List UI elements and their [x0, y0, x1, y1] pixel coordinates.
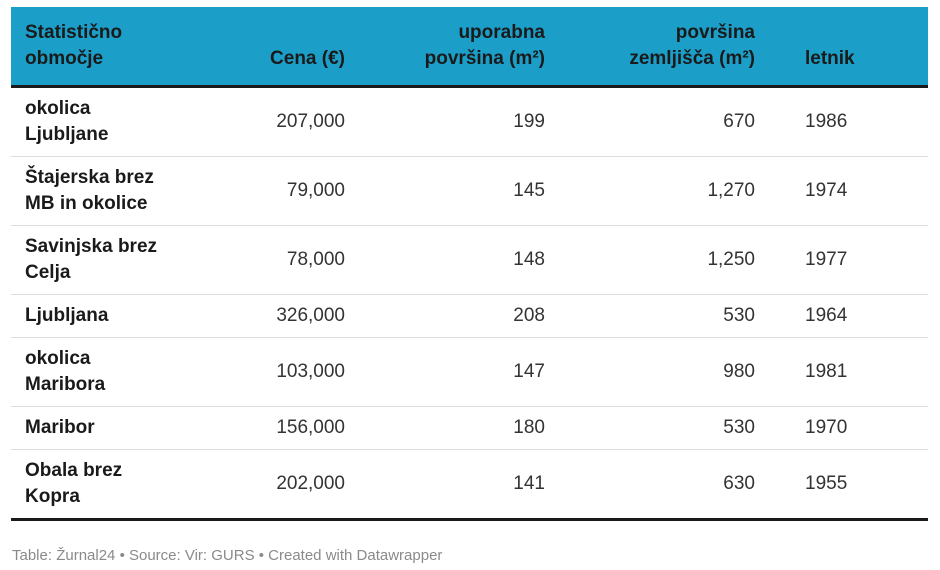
header-row: Statistično območje Cena (€) uporabna po… [11, 7, 928, 88]
table-header: Statistično območje Cena (€) uporabna po… [11, 7, 928, 88]
region-cell: Štajerska brez MB in okolice [11, 156, 171, 226]
table-row: okolica Maribora 103,000 147 980 1981 [11, 337, 928, 407]
year-cell: 1964 [755, 294, 928, 338]
land-area-cell: 630 [545, 449, 755, 521]
land-area-cell: 1,250 [545, 225, 755, 295]
usable-area-cell: 141 [345, 449, 545, 521]
region-cell: okolica Maribora [11, 337, 171, 407]
table-row: Maribor 156,000 180 530 1970 [11, 406, 928, 450]
usable-area-cell: 199 [345, 86, 545, 157]
real-estate-table: Statistično območje Cena (€) uporabna po… [11, 7, 928, 521]
price-cell: 326,000 [171, 294, 345, 338]
usable-area-cell: 147 [345, 337, 545, 407]
usable-area-cell: 148 [345, 225, 545, 295]
data-table-container: Statistično območje Cena (€) uporabna po… [11, 7, 940, 521]
land-area-cell: 530 [545, 294, 755, 338]
column-header-region: Statistično območje [11, 7, 171, 88]
usable-area-cell: 208 [345, 294, 545, 338]
column-header-price: Cena (€) [171, 7, 345, 88]
attribution-footer: Table: Žurnal24 • Source: Vir: GURS • Cr… [12, 547, 443, 564]
year-cell: 1977 [755, 225, 928, 295]
region-cell: Ljubljana [11, 294, 171, 338]
usable-area-cell: 180 [345, 406, 545, 450]
table-body: okolica Ljubljane 207,000 199 670 1986 Š… [11, 86, 928, 521]
price-cell: 79,000 [171, 156, 345, 226]
land-area-cell: 1,270 [545, 156, 755, 226]
land-area-cell: 670 [545, 86, 755, 157]
price-cell: 78,000 [171, 225, 345, 295]
region-cell: Maribor [11, 406, 171, 450]
column-header-land-area: površina zemljišča (m²) [545, 7, 755, 88]
column-header-usable-area: uporabna površina (m²) [345, 7, 545, 88]
land-area-cell: 530 [545, 406, 755, 450]
price-cell: 156,000 [171, 406, 345, 450]
table-row: okolica Ljubljane 207,000 199 670 1986 [11, 86, 928, 157]
year-cell: 1974 [755, 156, 928, 226]
year-cell: 1986 [755, 86, 928, 157]
column-header-year: letnik [755, 7, 928, 88]
table-row: Savinjska brez Celja 78,000 148 1,250 19… [11, 225, 928, 295]
land-area-cell: 980 [545, 337, 755, 407]
price-cell: 202,000 [171, 449, 345, 521]
region-cell: okolica Ljubljane [11, 86, 171, 157]
year-cell: 1981 [755, 337, 928, 407]
price-cell: 207,000 [171, 86, 345, 157]
usable-area-cell: 145 [345, 156, 545, 226]
table-row: Štajerska brez MB in okolice 79,000 145 … [11, 156, 928, 226]
region-cell: Savinjska brez Celja [11, 225, 171, 295]
year-cell: 1955 [755, 449, 928, 521]
region-cell: Obala brez Kopra [11, 449, 171, 521]
table-row: Ljubljana 326,000 208 530 1964 [11, 294, 928, 338]
price-cell: 103,000 [171, 337, 345, 407]
table-row: Obala brez Kopra 202,000 141 630 1955 [11, 449, 928, 521]
year-cell: 1970 [755, 406, 928, 450]
